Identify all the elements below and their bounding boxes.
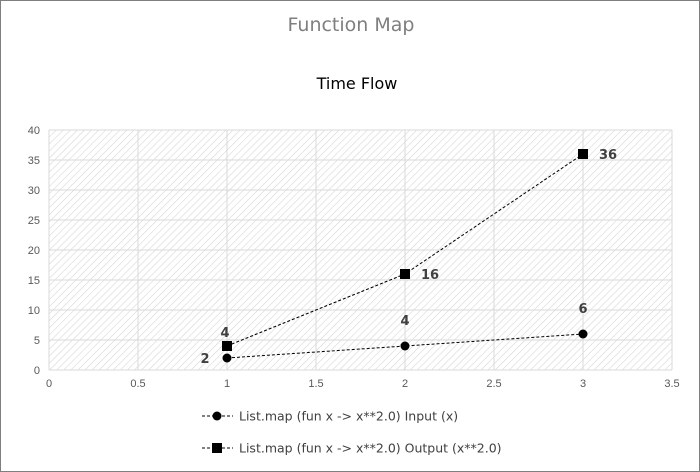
- series-1: 246: [200, 302, 587, 367]
- series-2-data-label: 16: [421, 268, 439, 283]
- x-tick-label: 1.5: [308, 378, 323, 390]
- series-2-point: [222, 341, 232, 351]
- y-tick-label: 15: [28, 275, 40, 287]
- legend-label: List.map (fun x -> x**2.0) Output (x**2.…: [239, 441, 502, 456]
- series-2-point: [578, 149, 588, 159]
- chart-subtitle: Time Flow: [316, 74, 398, 93]
- y-tick-label: 40: [28, 125, 40, 137]
- x-tick-label: 3.5: [664, 378, 679, 390]
- x-tick-label: 3: [580, 378, 586, 390]
- x-tick-label: 2: [402, 378, 408, 390]
- y-tick-label: 35: [28, 155, 40, 167]
- y-tick-label: 25: [28, 215, 40, 227]
- axis-ticks: 0 5 10 15 20 25 30 35 40 0 0.5 1 1.5 2 2.5 3 3.5: [28, 125, 680, 390]
- series-1-point: [222, 353, 232, 363]
- y-tick-label: 30: [28, 185, 40, 197]
- series-1-point: [400, 341, 410, 351]
- x-tick-label: 1: [224, 378, 230, 390]
- series-1-line: [226, 333, 584, 359]
- y-tick-label: 0: [34, 365, 40, 377]
- series-1-data-label: 4: [400, 314, 409, 329]
- series-1-point: [578, 329, 588, 339]
- x-tick-label: 0.5: [130, 378, 145, 390]
- y-tick-label: 5: [34, 335, 40, 347]
- y-tick-label: 20: [28, 245, 40, 257]
- series-1-data-label: 6: [578, 302, 587, 317]
- legend-entry-1: List.map (fun x -> x**2.0) Input (x): [202, 409, 458, 424]
- x-tick-label: 0: [46, 378, 52, 390]
- series-1-data-label: 2: [200, 352, 209, 367]
- legend-entry-2: List.map (fun x -> x**2.0) Output (x**2.…: [202, 441, 502, 456]
- series-2-data-label: 4: [220, 326, 229, 341]
- legend-marker: [212, 443, 222, 453]
- grid-lines: [48, 129, 673, 371]
- x-tick-label: 2.5: [486, 378, 501, 390]
- series-2: 4 16 36: [220, 148, 617, 351]
- legend-label: List.map (fun x -> x**2.0) Input (x): [239, 409, 458, 424]
- y-tick-label: 10: [28, 305, 40, 317]
- legend-marker: [212, 411, 222, 421]
- series-2-data-label: 36: [599, 148, 617, 163]
- chart-title: Function Map: [288, 14, 415, 36]
- series-2-point: [400, 269, 410, 279]
- legend: List.map (fun x -> x**2.0) Input (x) List…: [202, 409, 502, 456]
